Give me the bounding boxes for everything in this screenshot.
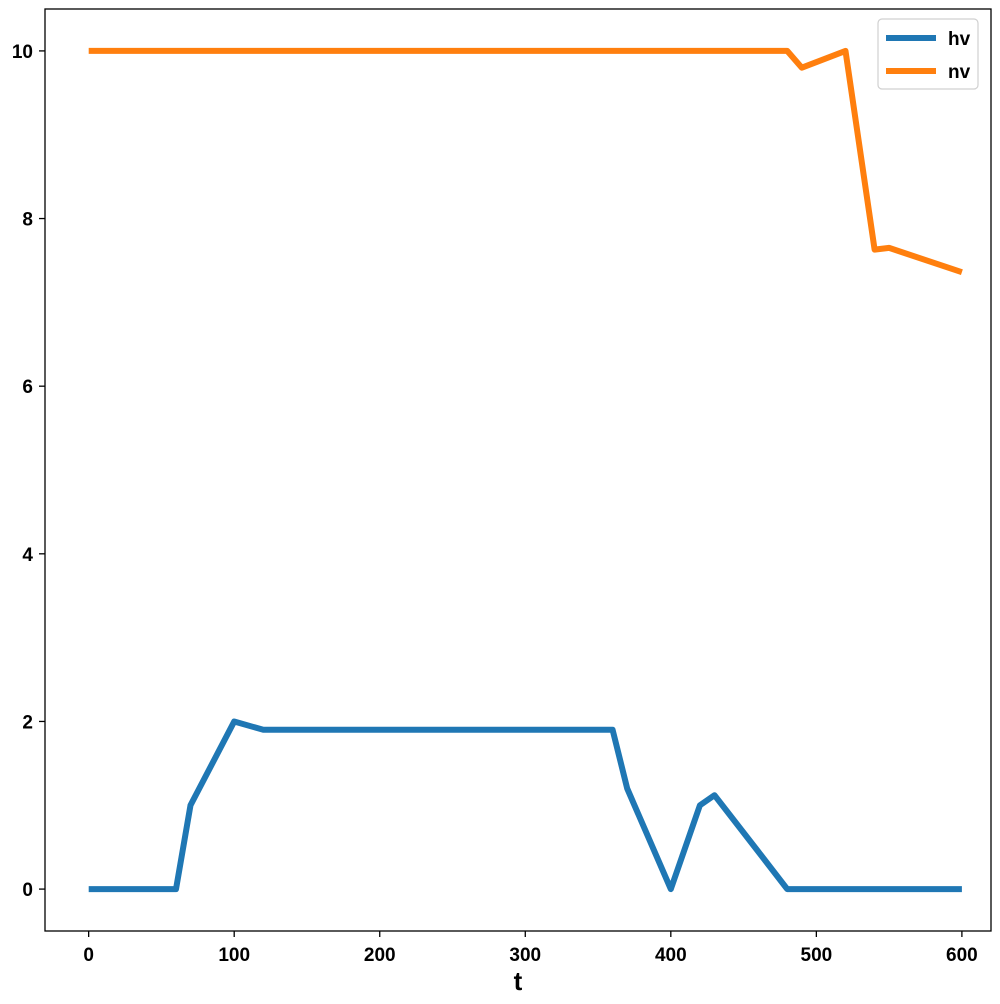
x-tick-label: 0 [83, 945, 94, 966]
x-axis-title: t [514, 966, 523, 996]
x-axis: 0 100 200 300 400 500 600 [83, 931, 978, 966]
x-tick-label: 600 [946, 945, 978, 966]
series-line-hv [88, 718, 962, 893]
legend-label-nv: nv [948, 62, 971, 83]
x-tick-label: 200 [364, 945, 396, 966]
plot-frame [44, 8, 992, 932]
y-tick-label: 4 [22, 545, 33, 566]
legend: hv nv [877, 18, 979, 90]
x-tick-label: 400 [655, 945, 687, 966]
x-tick-label: 100 [218, 945, 250, 966]
y-tick-label: 2 [22, 712, 33, 733]
x-tick-label: 500 [801, 945, 833, 966]
y-tick-label: 10 [12, 42, 33, 63]
y-tick-label: 0 [22, 880, 33, 901]
y-axis: 0 2 4 6 8 10 [12, 42, 45, 901]
x-tick-label: 300 [509, 945, 541, 966]
y-tick-label: 8 [22, 210, 33, 231]
y-tick-label: 6 [22, 377, 33, 398]
legend-label-hv: hv [948, 29, 971, 50]
series-layer [88, 47, 963, 893]
series-line-nv [88, 47, 963, 276]
